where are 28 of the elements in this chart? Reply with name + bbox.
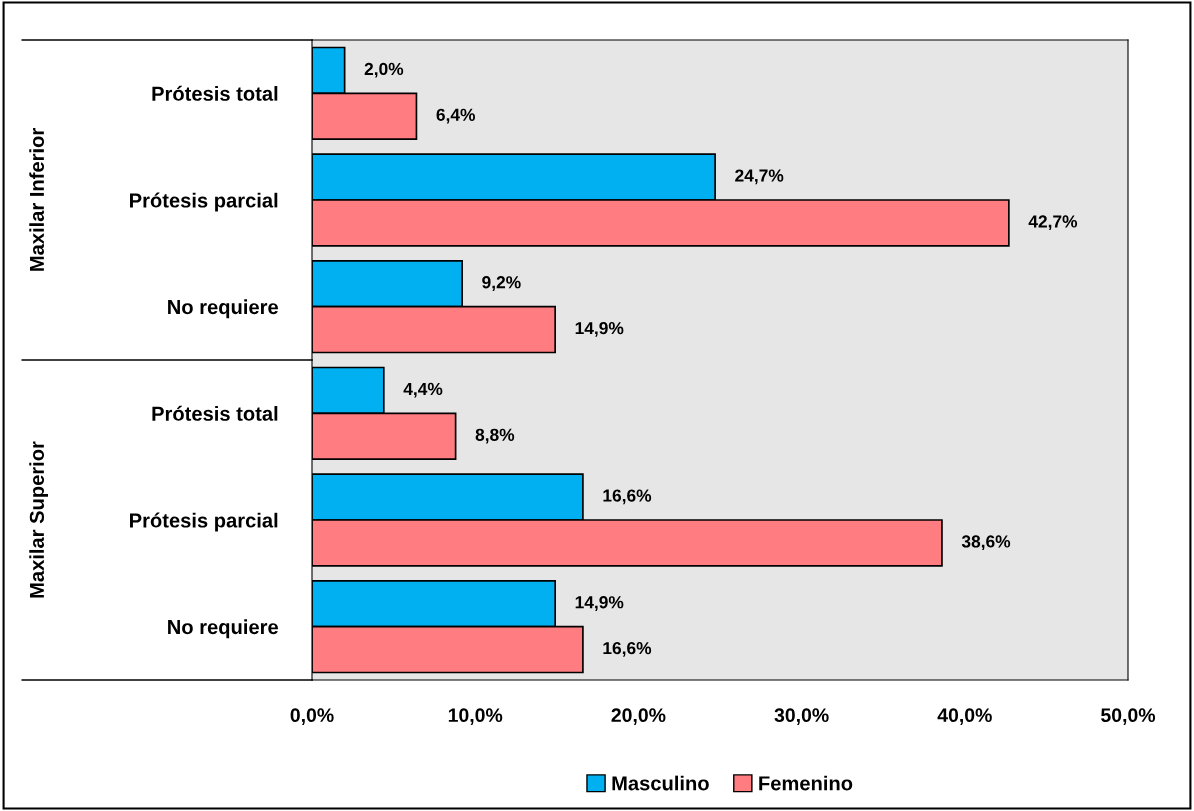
data-label: 14,9% [575, 596, 624, 611]
text: Maxilar Inferior [29, 128, 45, 271]
data-label: 14,9% [575, 321, 624, 337]
x-tick-label: 20,0% [611, 708, 666, 725]
y-tick-label: Prótesis parcial [130, 512, 278, 532]
y-tick-label: No requiere [168, 299, 278, 319]
data-label: 6,4% [436, 108, 476, 124]
x-tick-label: 50,0% [1101, 708, 1156, 725]
legend-label: Femenino [759, 775, 853, 791]
x-tick-label: 0,0% [290, 708, 334, 725]
data-label: 2,0% [364, 62, 404, 78]
x-tick-label: 10,0% [448, 708, 503, 725]
x-tick-label: 40,0% [937, 708, 992, 725]
data-label: 9,2% [482, 276, 521, 291]
y-tick-label: Prótesis parcial [130, 192, 278, 212]
legend-label: Masculino [612, 775, 709, 791]
data-label: 38,6% [961, 535, 1011, 551]
data-label: 16,6% [603, 489, 652, 505]
data-label: 4,4% [403, 382, 443, 398]
x-tick-label: 30,0% [774, 708, 829, 725]
data-label: 8,8% [475, 428, 515, 444]
data-label: 16,6% [603, 641, 652, 657]
text: Maxilar Superior [29, 441, 49, 598]
data-label: 42,7% [1028, 215, 1078, 231]
y-tick-label: Prótesis total [152, 405, 278, 421]
y-tick-label: No requiere [168, 619, 278, 639]
data-label: 24,7% [735, 169, 784, 185]
y-tick-label: Prótesis total [152, 85, 278, 101]
